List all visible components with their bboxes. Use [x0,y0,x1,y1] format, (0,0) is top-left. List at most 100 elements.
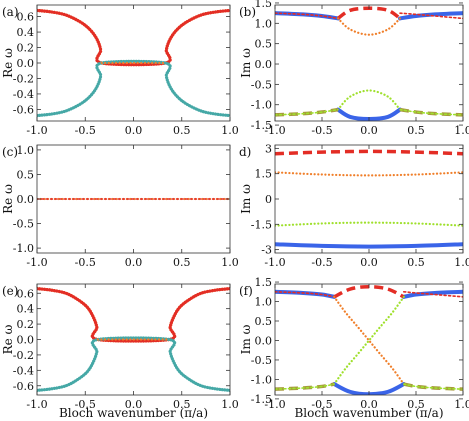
series-group [275,284,463,395]
x-tick-label: -0.5 [75,398,96,411]
x-tick-label: 1.0 [454,124,469,137]
x-tick-label: 0.0 [125,398,143,411]
y-tick-label: 0.2 [17,318,35,331]
panel-4: -1.0 -0.5 0.0 0.5 1.0 0.6 0.4 0.2 0.0 -0.2 -0.4 -0.… [1,283,239,420]
panel-label: (e) [2,284,18,298]
y-tick-label: 0.0 [17,334,35,347]
x-tick-label: 0.0 [360,256,378,269]
series-lightgreen-6 [333,295,405,386]
panel-label: (a) [2,5,19,19]
x-tick-label: -0.5 [75,256,96,269]
x-tick-label: -1.0 [264,124,285,137]
series-red-1 [37,287,230,343]
y-tick-label: 0.4 [17,26,35,39]
x-tick-label: -1.0 [26,256,47,269]
series-lightgreen-6 [336,89,402,111]
plot-frame [274,144,464,254]
panel-3: -1.0 -0.5 0.0 0.5 1.0 3 1.5 0 -1.5 -3 d) Im ω [239,142,469,269]
series-orange-0 [37,8,230,67]
panel-2: -1.0 -0.5 0.0 0.5 1.0 1.0 0.5 0.0 -0.5 -1.0 (c) Re … [1,144,239,269]
series-orange-5 [333,295,405,386]
y-axis-label: Re ω [1,48,15,78]
y-tick-label: -1.5 [251,218,272,231]
series-lightgreen-11 [402,383,463,390]
x-tick-label: 1.0 [221,398,239,411]
y-axis-label: Im ω [239,184,253,214]
y-tick-label: -0.4 [13,364,34,377]
y-axis-label: Re ω [1,184,15,214]
plot-frame [274,4,464,122]
series-teal-2 [37,59,230,118]
panel-label: (b) [239,5,256,19]
panel-5: -1.0 -0.5 0.0 0.5 1.01.51.00.50.0-0.5-1.0-1.… [239,276,469,420]
series-lightgreen-11 [399,108,463,116]
x-tick-label: -0.5 [311,124,332,137]
y-tick-label: 0.0 [255,58,273,71]
x-tick-label: 0.5 [407,256,425,269]
series-lightgreen-2 [275,221,463,227]
y-tick-label: 1.5 [255,168,273,181]
series-red-4 [333,284,405,299]
y-tick-label: 1.0 [255,17,273,30]
series-group [275,149,463,249]
x-tick-label: -1.0 [264,256,285,269]
x-tick-label: -1.0 [264,398,285,411]
x-tick-label: 0.0 [125,124,143,137]
y-tick-label: 3 [265,142,272,155]
y-tick-label: -1.0 [251,373,272,386]
x-tick-label: -0.5 [311,256,332,269]
panel-label: (f) [239,284,253,298]
y-tick-label: -0.2 [13,349,34,362]
series-red-3 [402,290,463,298]
y-tick-label: -3 [261,244,272,257]
y-tick-label: -0.5 [251,78,272,91]
series-red-2 [275,290,336,298]
series-red-2 [275,12,339,20]
y-tick-label: 0.6 [17,11,35,24]
y-tick-label: -1.0 [13,242,34,255]
y-axis-label: Im ω [239,324,253,354]
series-group [37,8,230,118]
series-blue-3 [275,242,463,249]
series-group [275,6,463,121]
y-tick-label: 1.5 [255,0,273,10]
y-tick-label: 0.5 [255,315,273,328]
y-tick-label: 1.5 [255,276,273,289]
x-tick-label: -0.5 [75,124,96,137]
panel-0: -1.0 -0.5 0.0 0.5 1.0 0.6 0.4 0.2 0.0 -0.2 -0.4 -0.… [1,4,239,137]
series-red-3 [399,12,463,20]
y-tick-label: 0.5 [17,168,35,181]
y-axis-label: Re ω [1,324,15,354]
x-axis-label: Bloch wavenumber (π/a) [294,406,443,420]
y-tick-label: 0.2 [17,42,35,55]
series-lightgreen-10 [275,108,339,116]
series-orange-1 [275,171,463,177]
x-tick-label: -1.0 [26,124,47,137]
x-tick-label: 0.0 [125,256,143,269]
x-tick-label: 0.0 [360,398,378,411]
y-axis-label: Im ω [239,48,253,78]
x-tick-label: 1.0 [221,124,239,137]
y-tick-label: -1.5 [251,119,272,132]
x-tick-label: 0.5 [407,124,425,137]
y-tick-label: 0.0 [17,193,35,206]
x-tick-label: 0.0 [360,124,378,137]
x-axis-label: Bloch wavenumber (π/a) [59,406,208,420]
y-tick-label: -0.5 [251,354,272,367]
y-tick-label: -0.6 [13,380,34,393]
series-teal-2 [37,336,230,392]
series-lightgreen-10 [275,383,336,390]
x-tick-label: 0.5 [173,398,191,411]
plot-frame [274,283,464,396]
series-red-1 [37,8,230,67]
y-tick-label: 0.4 [17,303,35,316]
x-tick-label: 1.0 [454,398,469,411]
y-tick-label: 0.6 [17,287,35,300]
panel-1: -1.0 -0.5 0.0 0.5 1.01.51.00.50.0-0.5-1.0-1.… [239,0,469,137]
series-orange-0 [37,287,230,343]
x-tick-label: -1.0 [26,398,47,411]
series-group [37,287,230,392]
y-tick-label: -0.5 [13,218,34,231]
y-tick-label: 1.0 [17,144,35,157]
